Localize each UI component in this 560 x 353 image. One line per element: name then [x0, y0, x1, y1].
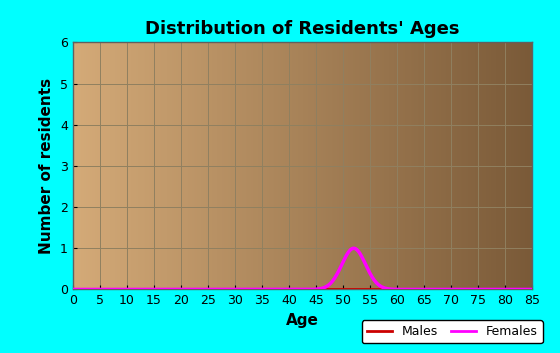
X-axis label: Age: Age	[286, 313, 319, 328]
Legend: Males, Females: Males, Females	[362, 320, 543, 343]
Y-axis label: Number of residents: Number of residents	[39, 78, 54, 254]
Title: Distribution of Residents' Ages: Distribution of Residents' Ages	[145, 20, 460, 38]
